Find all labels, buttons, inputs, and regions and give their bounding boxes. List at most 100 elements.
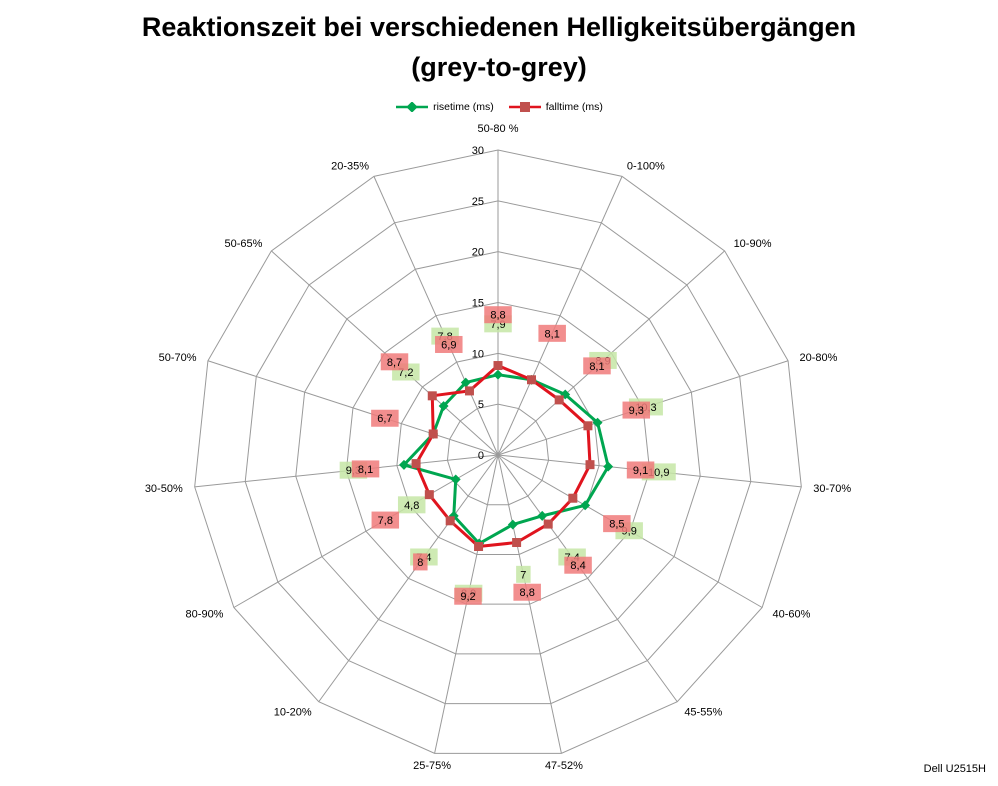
data-point-risetime	[493, 369, 503, 380]
data-point-falltime	[411, 459, 421, 469]
data-label-bg-falltime	[626, 461, 655, 479]
tick-label: 20	[472, 247, 484, 259]
data-point-risetime	[507, 519, 518, 530]
legend-label-risetime: risetime (ms)	[433, 101, 494, 113]
data-label-bg-falltime	[583, 357, 611, 375]
data-label-falltime: 8,1	[589, 361, 604, 373]
tick-label: 15	[472, 298, 484, 310]
data-label-risetime: 7	[520, 569, 526, 581]
category-label: 10-90%	[734, 238, 772, 250]
tick-label: 5	[478, 399, 484, 411]
data-point-falltime	[424, 490, 434, 500]
tick-label: 0	[478, 450, 484, 462]
legend-marker-falltime	[508, 102, 541, 112]
grid-ring-30	[194, 149, 802, 754]
legend-marker-risetime	[396, 102, 429, 112]
data-point-falltime	[543, 519, 553, 529]
data-point-risetime	[592, 417, 603, 428]
data-label-bg-risetime	[516, 565, 531, 583]
data-label-bg-falltime	[454, 587, 482, 605]
data-label-bg-falltime	[435, 335, 463, 353]
category-label: 0-100%	[627, 160, 665, 172]
category-label: 50-80 %	[478, 123, 519, 135]
grid-spoke	[497, 454, 562, 754]
category-label: 25-75%	[413, 760, 451, 772]
legend-label-falltime: falltime (ms)	[545, 101, 603, 113]
data-label-falltime: 9,2	[460, 591, 475, 603]
data-label-bg-risetime	[397, 496, 426, 514]
category-label: 80-90%	[186, 609, 224, 621]
data-point-falltime	[474, 541, 484, 551]
data-label-falltime: 8,4	[570, 560, 585, 572]
grid-spoke	[271, 250, 499, 456]
data-label-bg-falltime	[371, 409, 399, 427]
data-label-falltime: 8,8	[490, 310, 505, 322]
grid-ring-10	[396, 352, 600, 555]
data-point-falltime	[526, 375, 536, 385]
category-label: 45-55%	[684, 706, 722, 718]
data-label-falltime: 9,3	[629, 405, 644, 417]
data-label-falltime: 8,1	[358, 464, 373, 476]
chart-title: Reaktionszeit bei verschiedenen Helligke…	[141, 12, 857, 42]
data-point-falltime	[445, 516, 455, 526]
category-label: 50-70%	[159, 352, 197, 364]
data-label-falltime: 9,1	[633, 465, 648, 477]
data-label-risetime: 4,8	[404, 500, 419, 512]
category-label: 10-20%	[274, 706, 312, 718]
data-label-bg-falltime	[413, 553, 428, 571]
data-point-risetime	[399, 459, 409, 470]
category-label: 47-52%	[545, 760, 583, 772]
data-point-falltime	[493, 361, 503, 371]
grid-spoke	[373, 176, 499, 456]
data-label-bg-falltime	[603, 515, 631, 533]
series-line-risetime	[402, 373, 610, 546]
data-label-bg-falltime	[380, 353, 409, 371]
data-label-bg-falltime	[538, 324, 566, 342]
grid-ring-25	[244, 200, 752, 705]
data-point-falltime	[554, 395, 564, 405]
data-label-bg-falltime	[484, 306, 512, 324]
grid-spoke	[318, 454, 499, 703]
data-label-bg-falltime	[351, 460, 380, 478]
grid-spoke	[497, 176, 623, 456]
footer-label: Dell U2515H	[923, 763, 986, 775]
category-label: 30-50%	[145, 483, 183, 495]
category-label: 20-80%	[799, 352, 837, 364]
category-label: 30-70%	[813, 483, 851, 495]
data-point-risetime	[580, 500, 591, 511]
grid-spoke	[497, 454, 678, 703]
data-point-falltime	[512, 538, 522, 548]
data-label-falltime: 8,7	[387, 357, 402, 369]
legend: risetime (ms) falltime (ms)	[0, 101, 998, 113]
data-label-bg-falltime	[371, 511, 400, 529]
data-label-falltime: 8,1	[545, 328, 560, 340]
data-label-falltime: 8,8	[520, 587, 535, 599]
data-point-risetime	[537, 510, 548, 521]
data-point-risetime	[438, 401, 449, 411]
data-point-falltime	[464, 386, 474, 396]
data-label-falltime: 6,7	[377, 413, 392, 425]
data-point-risetime	[450, 474, 461, 485]
data-point-risetime	[603, 461, 614, 472]
legend-item-risetime: risetime (ms)	[395, 101, 494, 113]
series-line-falltime	[414, 364, 592, 548]
grid-ring-15	[345, 301, 651, 605]
grid-spoke	[207, 360, 499, 456]
data-label-bg-falltime	[622, 401, 651, 419]
data-point-falltime	[585, 460, 595, 470]
category-label: 40-60%	[773, 609, 811, 621]
legend-item-falltime: falltime (ms)	[508, 101, 603, 113]
category-label: 20-35%	[331, 160, 369, 172]
category-label: 50-65%	[225, 238, 263, 250]
chart-subtitle: (grey-to-grey)	[411, 52, 587, 82]
data-label-falltime: 7,8	[378, 515, 393, 527]
data-point-falltime	[583, 421, 593, 431]
data-label-falltime: 8,5	[609, 519, 624, 531]
data-point-falltime	[428, 429, 438, 439]
data-point-falltime	[427, 391, 437, 401]
grid-ring-5	[446, 403, 550, 506]
tick-label: 10	[472, 348, 484, 360]
data-label-bg-falltime	[564, 556, 592, 574]
data-label-falltime: 8	[417, 557, 423, 569]
